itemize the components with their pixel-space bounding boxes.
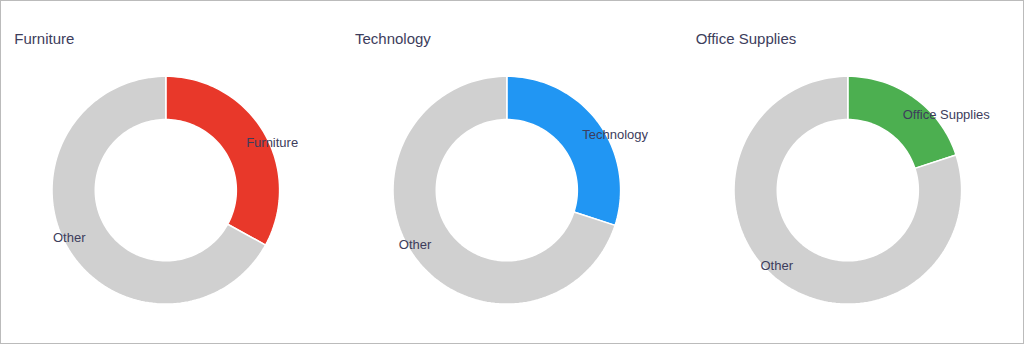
- svg-text:Other: Other: [760, 257, 793, 272]
- html-text:Technology: Technology: [355, 29, 431, 47]
- html-text:Furniture: Furniture: [14, 29, 75, 47]
- svg-text:Other: Other: [399, 237, 432, 252]
- svg-text:Office Supplies: Office Supplies: [902, 106, 990, 121]
- svg-text:Furniture: Furniture: [246, 134, 298, 149]
- html-text:Office Supplies: Office Supplies: [695, 29, 797, 47]
- svg-text:Other: Other: [53, 229, 86, 244]
- svg-text:Technology: Technology: [582, 127, 648, 142]
